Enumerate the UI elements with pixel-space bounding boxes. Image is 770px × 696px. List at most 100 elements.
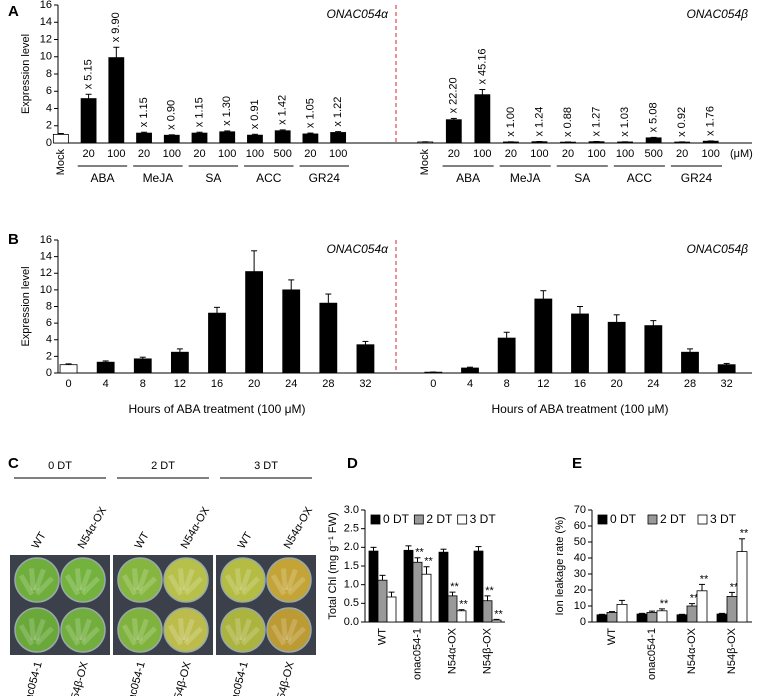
group-label: GR24 [309,171,341,185]
bar [108,57,125,144]
bar [133,358,152,374]
x-tick-label: N54α-OX [446,627,458,674]
panel-title: ONAC054β [686,7,748,21]
bar [696,590,708,623]
leaf-piece [177,568,185,591]
sample-label: onac054-1 [123,660,148,696]
column-label: 0 DT [48,460,72,472]
leaf-piece [64,574,81,596]
significance: ** [660,598,669,610]
y-axis-label: Ion leakage rate (%) [554,516,566,615]
y-tick-label: 14 [40,251,52,263]
y-tick-label: 2.5 [344,523,359,535]
leaf-piece [183,626,203,646]
x-tick-label: Mock [419,149,431,176]
y-tick-label: 16 [40,0,52,11]
leaf-piece [286,626,306,646]
leaf-piece [224,574,241,596]
legend-swatch [370,514,381,525]
bar [681,351,699,374]
leaf-piece [74,618,82,641]
x-tick-label: 24 [647,378,659,390]
bar [302,133,319,144]
fold-label: x 5.15 [82,59,94,89]
plate [14,607,60,653]
y-tick-label: 0.5 [344,597,359,609]
leaf-piece [137,626,157,646]
bar [368,550,379,623]
x-tick-label: 4 [103,378,109,390]
significance: ** [450,581,459,593]
leaf-piece [80,576,100,596]
sample-label: N54β-OX [67,660,91,696]
bar [736,551,748,623]
bar [163,134,180,144]
y-tick-label: 3.0 [344,504,359,516]
x-tick-label: 4 [467,378,473,390]
x-tick-label: 20 [138,148,150,160]
fold-label: x 1.03 [619,107,631,137]
bar [596,614,608,623]
plate [117,557,163,603]
significance: ** [690,593,699,605]
leaf-piece [234,568,242,591]
bar [80,98,97,144]
bar [438,551,449,623]
plate [163,607,209,653]
group-label: MeJA [510,171,541,185]
leaf-piece [34,626,54,646]
bar [445,119,462,144]
panel-letter: B [8,231,19,248]
x-tick-label: 20 [448,148,460,160]
leaf-piece [285,618,298,642]
bar [717,364,736,374]
sample-label: WT [133,530,152,551]
x-tick-label: 16 [211,378,223,390]
x-tick-label: 100 [702,148,720,160]
x-unit: (μM) [730,148,753,160]
fold-label: x 1.15 [138,97,150,127]
bar [191,132,208,144]
bar [571,313,589,374]
legend-swatch [597,514,608,525]
legend-label: 2 DT [426,512,453,526]
legend-label: 0 DT [610,512,637,526]
significance: ** [485,585,494,597]
x-tick-label: 100 [329,148,347,160]
leaf-piece [131,618,139,641]
x-tick-label: N54β-OX [726,627,738,674]
bar [330,132,347,144]
plate [60,557,106,603]
bar [96,361,115,374]
leaf-piece [137,576,157,596]
leaf-piece [177,618,185,641]
legend-label: 2 DT [660,512,687,526]
leaf-piece [167,624,184,646]
significance: ** [700,573,709,585]
significance: ** [459,599,468,611]
sample-label: WT [236,530,255,551]
y-tick-label: 8 [46,300,52,312]
x-tick-label: N54β-OX [481,627,493,674]
bar [403,549,414,623]
fold-label: x 1.22 [332,97,344,127]
y-tick-label: 4 [46,102,52,114]
bar [412,561,423,623]
plate [60,607,106,653]
sample-label: onac054-1 [226,660,251,696]
x-tick-label: WT [376,628,388,645]
group-label: MeJA [143,171,174,185]
leaf-piece [239,568,252,592]
leaf-piece [234,618,242,641]
y-tick-label: 6 [46,85,52,97]
y-tick-label: 10 [40,51,52,63]
legend-swatch [457,514,468,525]
column-label: 3 DT [254,460,278,472]
y-tick-label: 10 [574,600,586,612]
fold-label: x 0.90 [166,100,178,130]
leaf-piece [136,618,149,642]
legend-swatch [647,514,658,525]
legend-swatch [413,514,424,525]
leaf-piece [28,618,36,641]
bar [208,312,226,374]
